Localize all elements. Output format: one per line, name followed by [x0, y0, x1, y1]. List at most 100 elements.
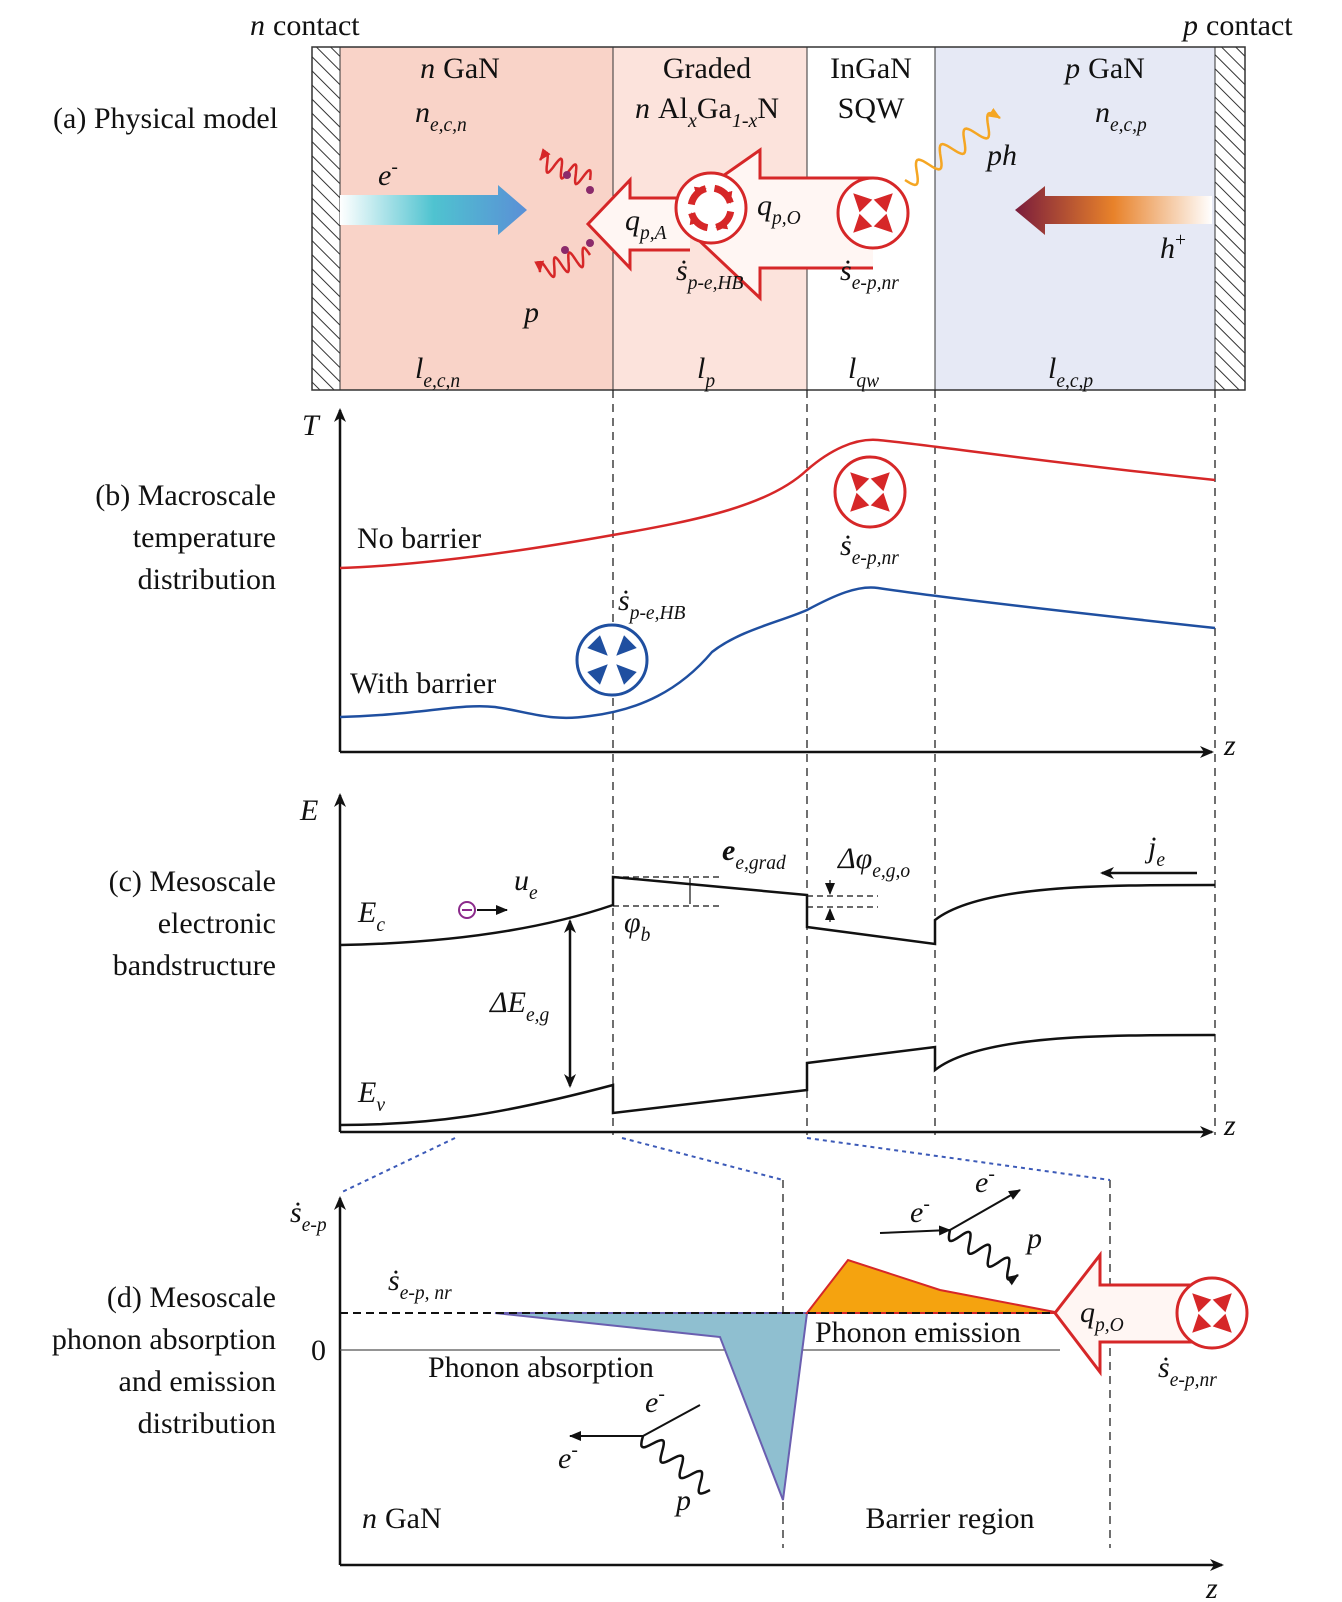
- layer-name: SQW: [838, 92, 905, 125]
- label-part: p: [1025, 1222, 1042, 1255]
- symbol-label: ee,grad: [722, 834, 786, 874]
- symbol-label: e-: [975, 1164, 995, 1199]
- figure: ncontact p contact (a) Physical model (b) Ma…: [0, 0, 1342, 1602]
- symbol-label: ṡp-e,HB: [618, 584, 686, 624]
- label-part: l: [415, 352, 423, 385]
- label-part: v: [376, 1095, 385, 1116]
- label-part: ṡ: [840, 529, 852, 562]
- symbol-label: e-: [645, 1384, 665, 1419]
- symbol-label: ṡe-p,nr: [840, 529, 899, 569]
- label-part: -: [658, 1384, 665, 1405]
- label-part: e: [529, 883, 538, 904]
- phonon-dot: [586, 239, 594, 247]
- symbol-label: ΔEe,g: [489, 986, 549, 1026]
- label-part: c: [376, 915, 385, 936]
- label-part: e: [975, 1166, 988, 1199]
- label-part: j: [1144, 831, 1156, 864]
- symbol-label: E: [299, 794, 318, 827]
- panel-label: (d) Mesoscale: [107, 1281, 276, 1314]
- symbol-label: p: [522, 296, 539, 329]
- label-part: ṡ: [290, 1196, 302, 1229]
- label-part: ṡ: [1158, 1351, 1170, 1384]
- phonon-dot: [563, 171, 571, 179]
- label-part: e,c,p: [1110, 115, 1147, 136]
- label-part: n: [635, 92, 650, 125]
- panel-label: (a) Physical model: [53, 102, 278, 135]
- symbol-label: z: [1223, 1109, 1236, 1142]
- p-contact-plate: [1215, 47, 1245, 390]
- label-part: qw: [856, 371, 879, 392]
- label-part: ΔE: [489, 986, 526, 1019]
- symbol-label: ṡe-p: [290, 1196, 327, 1236]
- label-part: p: [1063, 52, 1080, 85]
- label-part: -: [988, 1164, 995, 1185]
- label-part: l: [848, 352, 856, 385]
- label-part: ṡ: [676, 254, 688, 287]
- symbol-label: ph: [985, 139, 1017, 172]
- label-part: n: [250, 9, 265, 42]
- panel-label: temperature: [133, 521, 276, 554]
- symbol-label: z: [1223, 729, 1236, 762]
- label-part: ṡ: [618, 584, 630, 617]
- label-part: Ga: [697, 92, 732, 125]
- heat-icon: [1177, 1278, 1247, 1348]
- label-part: e: [722, 834, 735, 867]
- layer-name: pGaN: [1063, 52, 1145, 85]
- label-part: e: [645, 1386, 658, 1419]
- contact-label: ncontact: [250, 9, 360, 42]
- label-part: u: [514, 864, 529, 897]
- label-part: l: [1048, 352, 1056, 385]
- n-contact-plate: [312, 47, 340, 390]
- page: Physical model figure html, body { margi…: [0, 0, 1342, 1602]
- symbol-label: je: [1144, 831, 1165, 871]
- zoom-line: [622, 1138, 783, 1180]
- label-part: h: [1160, 232, 1175, 265]
- region-label: Phonon emission: [815, 1316, 1021, 1349]
- label-part: e,g,o: [872, 861, 910, 882]
- label-part: +: [1175, 230, 1186, 251]
- panel-label: (b) Macroscale: [95, 479, 276, 512]
- label-part: p-e,HB: [628, 603, 686, 624]
- label-part: p,O: [1093, 1315, 1124, 1336]
- page-body: { "header": {"n_contact": ["n", "contact…: [0, 0, 1342, 1602]
- label-part: x: [687, 110, 697, 132]
- symbol-label: z: [1205, 1572, 1218, 1602]
- label-part: E: [357, 896, 376, 929]
- label-part: p: [703, 371, 715, 392]
- label-part: T: [302, 409, 321, 442]
- label-part: e-p, nr: [400, 1283, 452, 1304]
- panel-label: electronic: [158, 907, 276, 940]
- label-part: e,c,n: [423, 371, 460, 392]
- label-part: contact: [1206, 9, 1293, 42]
- symbol-label: φb: [624, 906, 651, 946]
- label-part: GaN: [443, 52, 500, 85]
- panel-label: distribution: [138, 1407, 276, 1440]
- label-part: GaN: [1088, 52, 1145, 85]
- zoom-line: [807, 1138, 1110, 1180]
- label-part: -: [923, 1194, 930, 1215]
- label-part: e,grad: [735, 853, 786, 874]
- label-part: z: [1223, 729, 1236, 762]
- label-part: e: [378, 159, 391, 192]
- label-part: n: [1095, 96, 1110, 129]
- label-part: e: [1156, 850, 1165, 871]
- label-part: q: [757, 189, 772, 222]
- emission-area: [807, 1260, 1060, 1313]
- heat-icon: [676, 173, 746, 243]
- label-part: p: [522, 296, 539, 329]
- label-part: e: [558, 1442, 571, 1475]
- wave: [949, 1230, 1018, 1280]
- label-part: E: [357, 1076, 376, 1109]
- label-part: ṡ: [840, 254, 852, 287]
- label-part: e,g: [526, 1005, 550, 1026]
- symbol-label: e-: [558, 1440, 578, 1475]
- curve-label: No barrier: [357, 522, 481, 555]
- phonon-dot: [586, 186, 594, 194]
- label-part: e-p: [302, 1215, 327, 1236]
- label-part: ph: [985, 139, 1017, 172]
- label-part: Al: [658, 92, 688, 125]
- label-part: GaN: [385, 1502, 442, 1535]
- curve-label: With barrier: [350, 667, 496, 700]
- label-part: 1-x: [732, 110, 758, 132]
